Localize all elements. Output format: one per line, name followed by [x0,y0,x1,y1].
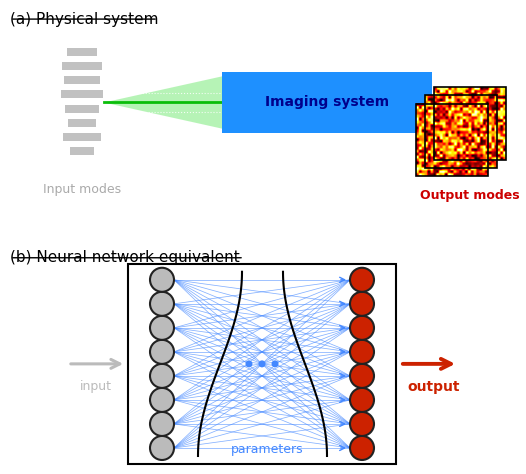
Circle shape [150,316,174,340]
Circle shape [350,292,374,316]
Bar [61,91,103,99]
Polygon shape [104,76,222,128]
Circle shape [150,388,174,412]
Text: input: input [80,380,112,393]
Text: Output modes: Output modes [420,189,520,202]
Circle shape [150,364,174,388]
Circle shape [350,340,374,364]
Circle shape [350,268,374,292]
Text: output: output [408,380,460,394]
Polygon shape [415,74,432,131]
Circle shape [150,268,174,292]
Bar [63,133,101,141]
Circle shape [246,360,252,367]
Bar [62,62,102,70]
Text: (b) Neural network equivalent: (b) Neural network equivalent [10,250,240,265]
Circle shape [350,388,374,412]
Text: (a) Physical system: (a) Physical system [10,12,158,27]
Bar [416,103,488,176]
Circle shape [350,436,374,460]
Bar [65,104,99,112]
Circle shape [150,412,174,436]
Circle shape [150,436,174,460]
Bar [64,76,100,84]
Text: Imaging system: Imaging system [265,95,389,109]
Circle shape [350,364,374,388]
Bar [128,264,396,464]
Circle shape [150,292,174,316]
Circle shape [258,360,266,367]
Circle shape [150,340,174,364]
Text: parameters: parameters [231,443,304,456]
Bar [67,48,97,56]
Bar [425,95,497,168]
Bar [68,118,96,127]
Circle shape [350,316,374,340]
Circle shape [350,412,374,436]
Circle shape [271,360,278,367]
Text: Input modes: Input modes [43,183,121,196]
Bar [434,87,506,160]
Bar [70,147,94,155]
Bar [222,73,432,133]
